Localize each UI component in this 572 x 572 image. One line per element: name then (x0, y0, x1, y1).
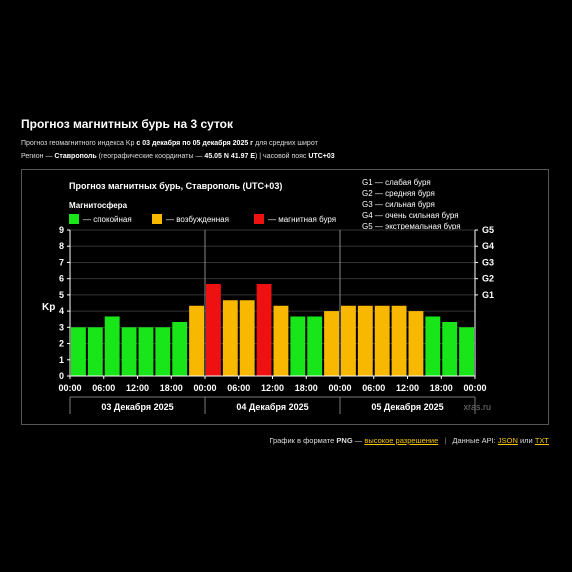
kp-bar (391, 305, 407, 376)
kp-bar (155, 327, 171, 376)
x-tick-label: 18:00 (160, 383, 183, 393)
kp-bar (87, 327, 103, 376)
y-tick-label: 2 (59, 339, 64, 349)
g-legend-3: G3 — сильная буря (362, 200, 435, 209)
g-tick-label: G1 (482, 290, 494, 300)
kp-bar (71, 327, 86, 376)
kp-bar (341, 305, 356, 376)
x-tick-label: 00:00 (463, 383, 486, 393)
legend-swatch-0 (69, 214, 79, 224)
chart-title: Прогноз магнитных бурь, Ставрополь (UTC+… (69, 181, 282, 191)
legend-swatch-2 (254, 214, 264, 224)
region-name: Ставрополь (54, 153, 97, 160)
kp-chart-frame: Прогноз магнитных бурь, Ставрополь (UTC+… (21, 169, 549, 425)
png-dash: — (354, 436, 363, 445)
legend-swatch-1 (152, 214, 162, 224)
legend-label-2: — магнитная буря (268, 215, 336, 224)
g-legend-5: G5 — экстремальная буря (362, 222, 461, 231)
y-axis-label: Kp (42, 302, 55, 313)
x-tick-label: 18:00 (430, 383, 453, 393)
y-tick-label: 5 (59, 290, 64, 300)
day-label: 05 Декабря 2025 (371, 402, 443, 412)
or-label: или (519, 436, 533, 445)
kp-bar (442, 321, 458, 376)
day-label: 03 Декабря 2025 (101, 402, 173, 412)
y-tick-label: 4 (59, 306, 64, 316)
kp-bar (273, 305, 289, 376)
legend-title: Магнитосфера (69, 201, 128, 210)
footer: График в формате PNG — высокое разрешени… (269, 436, 549, 445)
forecast-date-range: с 03 декабря по 05 декабря 2025 г (136, 140, 254, 147)
y-tick-label: 7 (59, 257, 64, 267)
legend-label-0: — спокойная (83, 215, 132, 224)
api-label: Данные API: (452, 436, 496, 445)
x-tick-label: 12:00 (261, 383, 284, 393)
coords-value: 45.05 N 41.97 E (204, 153, 256, 160)
x-tick-label: 06:00 (362, 383, 385, 393)
kp-bar (425, 316, 441, 376)
timezone-value: UTC+03 (308, 153, 335, 160)
kp-bar (459, 327, 474, 376)
json-link[interactable]: JSON (497, 436, 518, 445)
day-label: 04 Декабря 2025 (236, 402, 308, 412)
kp-bar (121, 327, 137, 376)
kp-bar (172, 321, 188, 376)
kp-bar (324, 311, 339, 376)
png-format: PNG (336, 436, 353, 445)
g-tick-label: G2 (482, 274, 494, 284)
forecast-subtitle: Прогноз геомагнитного индекса Kp с 03 де… (21, 140, 318, 147)
g-tick-label: G3 (482, 257, 494, 267)
y-tick-label: 6 (59, 274, 64, 284)
legend-label-1: — возбужденная (166, 215, 229, 224)
kp-bar (408, 311, 424, 376)
g-legend-1: G1 — слабая буря (362, 178, 431, 187)
forecast-suffix: для средних широт (255, 140, 318, 147)
g-tick-label: G4 (482, 241, 494, 251)
x-tick-label: 12:00 (126, 383, 149, 393)
x-tick-label: 00:00 (193, 383, 216, 393)
x-tick-label: 06:00 (92, 383, 115, 393)
g-legend-2: G2 — средняя буря (362, 189, 435, 198)
x-tick-label: 18:00 (295, 383, 318, 393)
kp-bar (222, 300, 238, 376)
x-tick-label: 00:00 (328, 383, 351, 393)
y-tick-label: 0 (59, 371, 64, 381)
kp-bar (138, 327, 154, 376)
kp-bar (239, 300, 255, 376)
x-tick-label: 06:00 (227, 383, 250, 393)
kp-bar (307, 316, 323, 376)
txt-link[interactable]: TXT (534, 436, 549, 445)
region-info: Регион — Ставрополь (географические коор… (21, 153, 335, 160)
forecast-prefix: Прогноз геомагнитного индекса Kp (21, 140, 135, 147)
y-tick-label: 9 (59, 225, 64, 235)
kp-bar (189, 305, 204, 376)
kp-bar (206, 284, 221, 376)
kp-bar (256, 284, 272, 376)
watermark: xras.ru (463, 402, 491, 412)
timezone-label: ) | часовой пояс (255, 153, 307, 160)
x-tick-label: 12:00 (396, 383, 419, 393)
x-tick-label: 00:00 (58, 383, 81, 393)
y-tick-label: 1 (59, 355, 64, 365)
kp-forecast-chart: Прогноз магнитных бурь, Ставрополь (UTC+… (42, 178, 494, 414)
page-title: Прогноз магнитных бурь на 3 суток (21, 117, 234, 131)
png-prefix: График в формате (269, 436, 335, 445)
g-legend-4: G4 — очень сильная буря (362, 211, 459, 220)
y-tick-label: 3 (59, 322, 64, 332)
hires-link[interactable]: высокое разрешение (364, 436, 439, 445)
kp-bar (290, 316, 306, 376)
footer-separator: | (444, 436, 447, 445)
g-tick-label: G5 (482, 225, 494, 235)
region-label: Регион — (21, 153, 53, 160)
y-tick-label: 8 (59, 241, 64, 251)
kp-bar (104, 316, 120, 376)
kp-bar (357, 305, 373, 376)
kp-bar (374, 305, 390, 376)
coords-label: (географические координаты — (98, 153, 203, 160)
